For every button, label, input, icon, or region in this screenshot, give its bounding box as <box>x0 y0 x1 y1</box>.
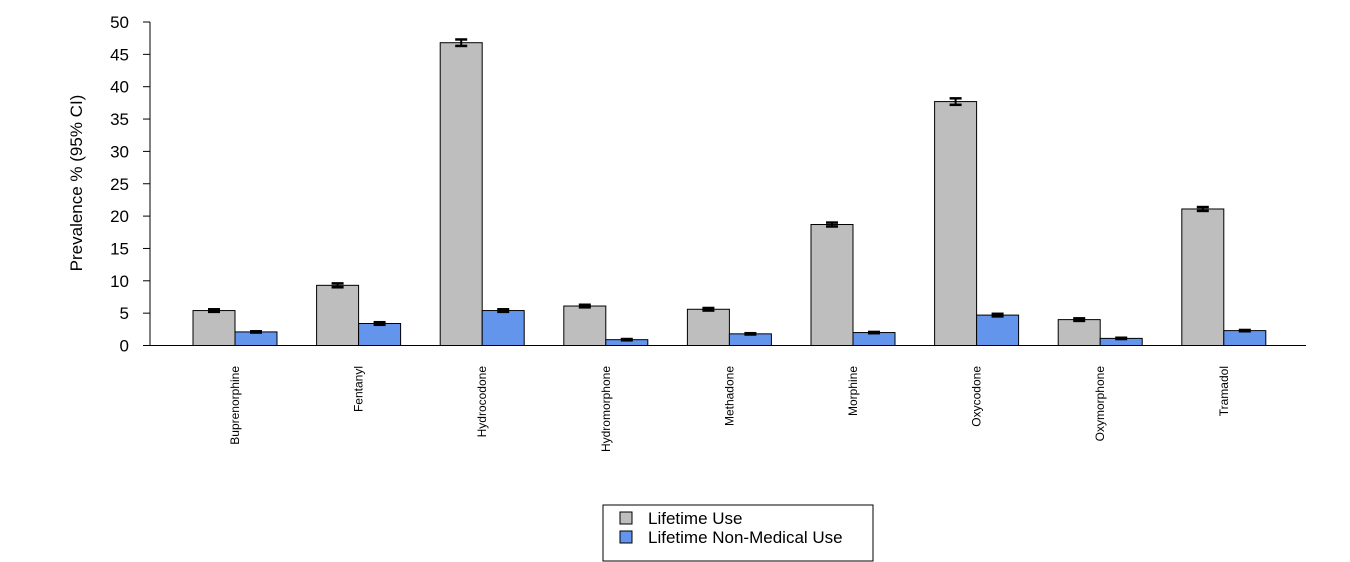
x-tick-label: Oxymorphone <box>1093 366 1107 442</box>
y-tick-label: 5 <box>120 304 129 323</box>
x-tick-label: Fentanyl <box>352 366 366 412</box>
y-tick-label: 35 <box>110 110 129 129</box>
bar <box>316 284 360 347</box>
legend-label: Lifetime Use <box>648 509 742 528</box>
bar <box>934 101 978 347</box>
y-axis-label: Prevalence % (95% CI) <box>67 95 86 272</box>
bar <box>1181 208 1225 346</box>
legend-label: Lifetime Non-Medical Use <box>648 528 843 547</box>
y-tick-label: 15 <box>110 239 129 258</box>
bar <box>439 42 483 346</box>
y-tick-label: 20 <box>110 207 129 226</box>
x-tick-label: Methadone <box>722 366 736 426</box>
bar <box>686 308 730 347</box>
x-tick-labels: Buprenorphine Fentanyl Hydrocodone Hydromor… <box>228 366 1231 452</box>
y-tick-label: 0 <box>120 337 129 356</box>
bar <box>563 305 607 346</box>
bar <box>1223 330 1267 346</box>
axes: 0 5 10 15 20 25 30 35 40 45 50 <box>110 13 1306 356</box>
x-tick-label: Hydromorphone <box>599 366 613 452</box>
y-tick-label: 40 <box>110 78 129 97</box>
legend-swatch <box>619 530 633 544</box>
x-tick-label: Buprenorphine <box>228 366 242 445</box>
y-tick-label: 25 <box>110 175 129 194</box>
bar <box>852 332 896 346</box>
x-tick-label: Hydrocodone <box>475 366 489 438</box>
y-tick-label: 45 <box>110 45 129 64</box>
legend-swatch <box>619 511 633 525</box>
y-tick-label: 10 <box>110 272 129 291</box>
bar <box>234 331 278 346</box>
y-tick-label: 30 <box>110 142 129 161</box>
x-tick-label: Tramadol <box>1217 366 1231 416</box>
bar <box>358 323 402 347</box>
bar <box>192 310 236 347</box>
x-tick-label: Morphine <box>846 366 860 416</box>
legend-box <box>602 504 874 562</box>
bar <box>1057 319 1101 346</box>
bar <box>810 224 854 346</box>
x-tick-label: Oxycodone <box>970 366 984 427</box>
y-tick-label: 50 <box>110 13 129 32</box>
bars <box>192 38 1267 347</box>
bar <box>481 310 525 347</box>
bar <box>976 314 1020 347</box>
